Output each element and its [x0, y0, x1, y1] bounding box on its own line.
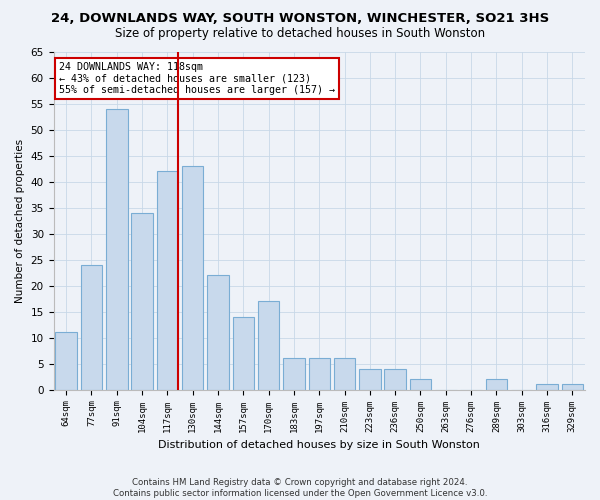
Bar	[55, 332, 77, 390]
Text: 24, DOWNLANDS WAY, SOUTH WONSTON, WINCHESTER, SO21 3HS: 24, DOWNLANDS WAY, SOUTH WONSTON, WINCHE…	[51, 12, 549, 26]
Bar	[207, 275, 229, 390]
Bar	[385, 369, 406, 390]
Bar	[81, 265, 102, 390]
Text: Size of property relative to detached houses in South Wonston: Size of property relative to detached ho…	[115, 28, 485, 40]
Bar	[485, 380, 507, 390]
Bar	[562, 384, 583, 390]
Bar	[258, 301, 280, 390]
Bar	[359, 369, 380, 390]
X-axis label: Distribution of detached houses by size in South Wonston: Distribution of detached houses by size …	[158, 440, 480, 450]
Bar	[157, 171, 178, 390]
Bar	[334, 358, 355, 390]
Bar	[410, 380, 431, 390]
Bar	[308, 358, 330, 390]
Bar	[536, 384, 558, 390]
Bar	[131, 213, 153, 390]
Bar	[106, 108, 128, 390]
Text: Contains HM Land Registry data © Crown copyright and database right 2024.
Contai: Contains HM Land Registry data © Crown c…	[113, 478, 487, 498]
Bar	[283, 358, 305, 390]
Bar	[182, 166, 203, 390]
Bar	[233, 317, 254, 390]
Y-axis label: Number of detached properties: Number of detached properties	[15, 138, 25, 302]
Text: 24 DOWNLANDS WAY: 118sqm
← 43% of detached houses are smaller (123)
55% of semi-: 24 DOWNLANDS WAY: 118sqm ← 43% of detach…	[59, 62, 335, 95]
